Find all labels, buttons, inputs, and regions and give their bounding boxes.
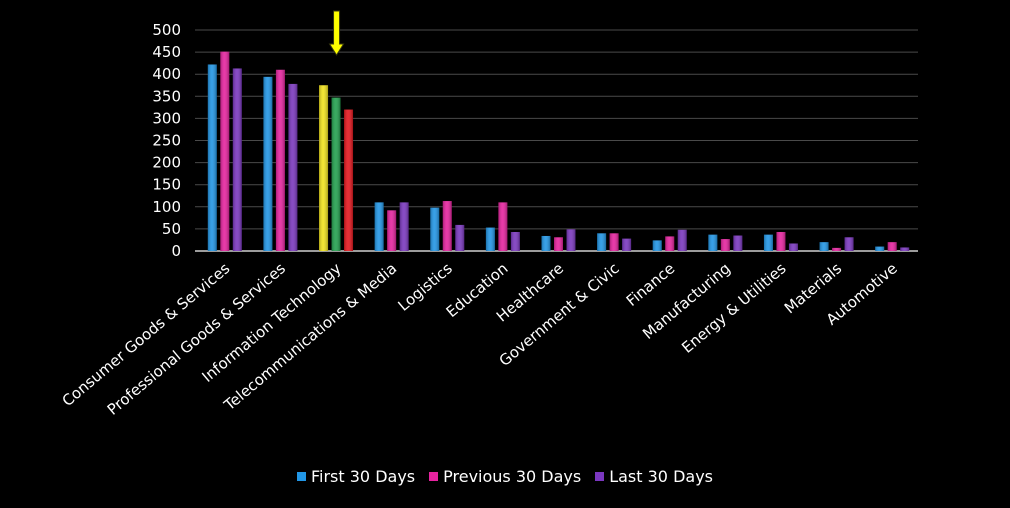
bar-shading [498,202,508,251]
legend-swatch [595,471,605,481]
bar-shading [832,247,842,251]
y-tick-label: 300 [152,109,181,127]
bar-shading [207,64,217,251]
bar-shading [844,237,854,251]
legend-item: First 30 Days [296,466,416,486]
bar-shading [442,201,452,251]
bar-shading [875,246,885,251]
legend-swatch [296,471,306,481]
bar-shading [609,233,619,251]
bar-shading [541,235,551,251]
y-tick-label: 350 [152,87,181,105]
bar-shading [788,243,798,251]
bar-shading [430,207,440,251]
y-tick-label: 50 [162,220,181,238]
bar-shading [387,210,397,251]
down-arrow-icon [328,10,345,56]
bar-shading [232,68,242,251]
y-axis-ticks: 0 50 100 150 200 250 300 350 400 450 500 [152,21,181,260]
bar-shading [652,240,662,251]
bar-shading [677,229,687,251]
bar-shading [275,69,285,251]
bar-shading [819,242,829,251]
bar-shading [554,237,563,251]
y-tick-label: 200 [152,154,181,172]
bar-shading [263,76,273,252]
bar-shading [344,109,354,251]
y-tick-label: 250 [152,132,181,150]
bar-shading [887,242,897,251]
y-tick-label: 450 [152,43,181,61]
bar-shading [331,97,341,251]
y-tick-label: 100 [152,198,181,216]
legend-label: Previous 30 Days [443,466,582,486]
x-category-label: Energy & Utilities [678,259,789,357]
bars [207,51,910,252]
bar-shading [566,229,576,251]
y-tick-label: 500 [152,21,181,39]
legend-item: Last 30 Days [595,467,713,486]
y-tick-label: 400 [152,65,181,83]
bar-shading [708,234,718,251]
bar-shading [455,224,465,251]
y-tick-label: 0 [171,242,181,260]
bar-shading [597,233,607,251]
bar-shading [399,202,409,251]
bar-shading [900,247,910,251]
bar-shading [763,234,773,251]
gridlines [195,29,918,252]
highlight-arrow [328,10,345,56]
legend-label: Last 30 Days [609,466,713,486]
legend-label: First 30 Days [310,466,416,486]
bar-shading [720,239,730,251]
bar-shading [220,51,230,251]
legend-item: Previous 30 Days [429,467,581,486]
bar-shading [733,235,743,251]
bar-shading [510,231,520,251]
bar-shading [622,238,632,251]
bar-shading [374,202,384,251]
bar-chart: 0 50 100 150 200 250 300 350 400 450 500 Consumer … [59,10,918,419]
bar-shading [319,85,329,251]
bar-shading [485,227,495,251]
legend-swatch [429,471,439,481]
bar-shading [288,83,298,251]
bar-shading [665,236,675,251]
bar-shading [776,231,786,251]
y-tick-label: 150 [152,176,181,194]
legend: First 30 Days Previous 30 Days Last 30 Day… [0,464,1010,488]
